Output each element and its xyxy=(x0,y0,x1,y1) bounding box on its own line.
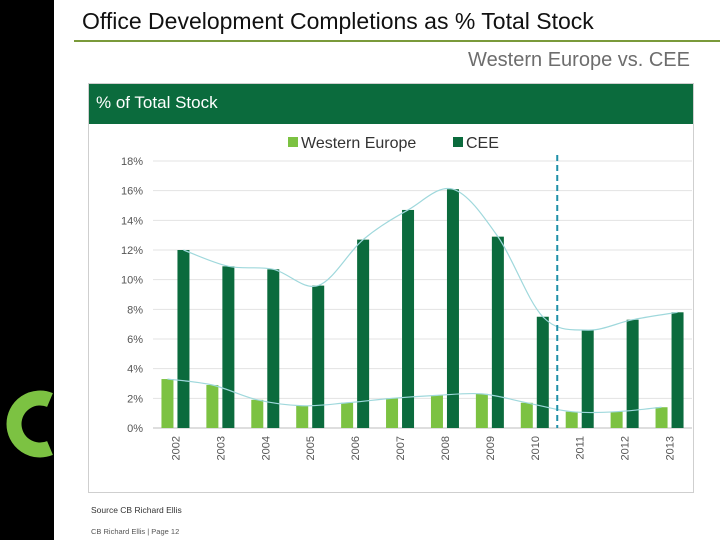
x-tick-label: 2008 xyxy=(440,436,452,460)
x-tick-label: 2003 xyxy=(215,436,227,460)
bar-western-europe xyxy=(161,379,174,428)
title-divider xyxy=(74,40,720,42)
brand-logo xyxy=(6,390,53,458)
source-note: Source CB Richard Ellis xyxy=(91,505,182,515)
y-tick-label: 16% xyxy=(121,186,143,198)
chart-title: % of Total Stock xyxy=(96,93,218,112)
bar-cee xyxy=(357,239,370,428)
x-tick-label: 2011 xyxy=(575,436,587,460)
x-tick-label: 2002 xyxy=(170,436,182,460)
y-tick-label: 14% xyxy=(121,215,143,227)
y-tick-label: 10% xyxy=(121,275,143,287)
x-tick-label: 2007 xyxy=(395,436,407,460)
bar-cee xyxy=(446,189,459,428)
bar-western-europe xyxy=(430,395,443,428)
bar-cee xyxy=(536,316,549,428)
y-tick-label: 8% xyxy=(127,304,143,316)
bar-western-europe xyxy=(475,393,488,428)
y-tick-label: 18% xyxy=(121,156,143,168)
logo-ring xyxy=(6,390,53,458)
x-tick-label: 2013 xyxy=(665,436,677,460)
chart-header: % of Total Stock xyxy=(89,84,693,124)
x-tick-label: 2012 xyxy=(620,436,632,460)
trendline-western-europe xyxy=(167,378,662,414)
trendline-cee xyxy=(183,187,678,331)
slide-title: Office Development Completions as % Tota… xyxy=(82,8,594,34)
bar-western-europe xyxy=(206,384,219,428)
bar-western-europe xyxy=(520,402,533,428)
page-footer: CB Richard Ellis | Page 12 xyxy=(91,527,180,536)
x-tick-label: 2004 xyxy=(260,436,272,460)
bar-cee xyxy=(581,330,594,428)
bar-western-europe xyxy=(386,398,399,428)
y-tick-label: 0% xyxy=(127,423,143,435)
y-tick-label: 2% xyxy=(127,393,143,405)
bar-cee xyxy=(626,319,639,428)
bar-cee xyxy=(222,266,235,428)
y-tick-label: 4% xyxy=(127,364,143,376)
legend-label-western-europe: Western Europe xyxy=(301,135,416,152)
bar-western-europe xyxy=(251,399,264,428)
bar-cee xyxy=(671,312,684,428)
legend-label-cee: CEE xyxy=(466,135,499,152)
legend-swatch-western-europe xyxy=(288,137,298,147)
x-tick-label: 2009 xyxy=(485,436,497,460)
bar-cee xyxy=(177,250,190,428)
y-tick-label: 6% xyxy=(127,334,143,346)
slide-subtitle: Western Europe vs. CEE xyxy=(468,49,690,71)
bar-chart: 0% 2% 4% 6% 8% 10% 12% 14% 16% 18% 2002 2003 2004 200… xyxy=(121,135,692,460)
bar-western-europe xyxy=(296,405,309,428)
x-tick-label: 2005 xyxy=(305,436,317,460)
legend-swatch-cee xyxy=(453,137,463,147)
x-tick-label: 2010 xyxy=(530,436,542,460)
bar-western-europe xyxy=(610,411,623,428)
bar-cee xyxy=(402,209,415,428)
bar-cee xyxy=(312,285,325,428)
bar-western-europe xyxy=(341,402,354,428)
bar-cee xyxy=(267,269,280,428)
y-tick-label: 12% xyxy=(121,245,143,257)
bar-western-europe xyxy=(655,407,668,428)
bar-cee xyxy=(491,236,504,428)
x-tick-label: 2006 xyxy=(350,436,362,460)
bar-western-europe xyxy=(565,411,578,428)
